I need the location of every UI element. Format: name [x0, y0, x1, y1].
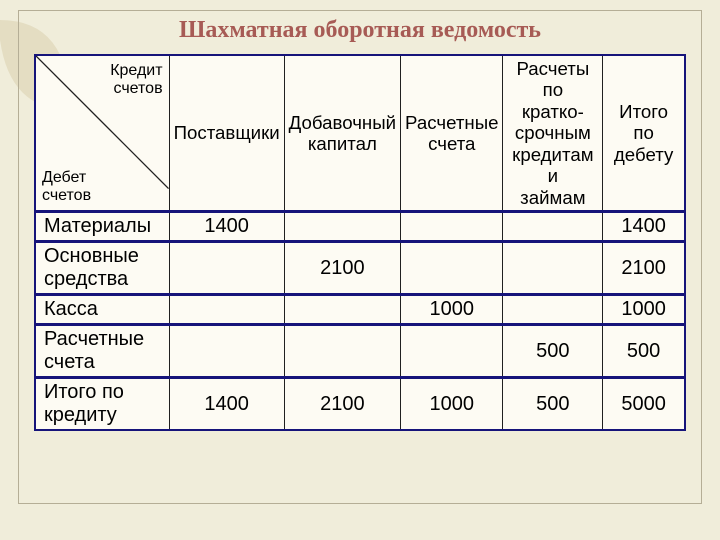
table-row: Касса 1000 1000	[35, 295, 685, 325]
cell	[284, 325, 400, 378]
header-col-4: Итогопо дебету	[603, 55, 685, 212]
header-credit-label: Кредитсчетов	[110, 62, 162, 97]
cell: 1000	[603, 295, 685, 325]
cell: 1400	[603, 212, 685, 242]
table-row: Итого по кредиту1400210010005005000	[35, 378, 685, 431]
cell: 2100	[284, 378, 400, 431]
page: Шахматная оборотная ведомость Кредитсчет…	[0, 0, 720, 540]
cell	[284, 212, 400, 242]
table-row: Расчетныесчета 500500	[35, 325, 685, 378]
cell: 2100	[603, 242, 685, 295]
cell: 1000	[401, 378, 503, 431]
cell: 500	[603, 325, 685, 378]
cell	[503, 212, 603, 242]
cell	[169, 325, 284, 378]
chess-turnover-table: Кредитсчетов Дебетсчетов ПоставщикиДобав…	[34, 54, 686, 431]
header-row: Кредитсчетов Дебетсчетов ПоставщикиДобав…	[35, 55, 685, 212]
header-col-2: Расчетныесчета	[401, 55, 503, 212]
cell	[401, 212, 503, 242]
cell: 1400	[169, 378, 284, 431]
cell	[503, 295, 603, 325]
header-diagonal-cell: Кредитсчетов Дебетсчетов	[35, 55, 169, 212]
table-row: Материалы14001400	[35, 212, 685, 242]
table-title: Шахматная оборотная ведомость	[19, 11, 701, 54]
cell: 1000	[401, 295, 503, 325]
sheet-container: Шахматная оборотная ведомость Кредитсчет…	[18, 10, 702, 504]
cell: 500	[503, 378, 603, 431]
row-label: Итого по кредиту	[35, 378, 169, 431]
table-body: Материалы14001400Основныесредства2100210…	[35, 212, 685, 431]
cell	[401, 242, 503, 295]
cell	[169, 242, 284, 295]
cell: 2100	[284, 242, 400, 295]
cell: 500	[503, 325, 603, 378]
cell	[169, 295, 284, 325]
header-col-3: Расчеты пократко-срочнымкредитам изаймам	[503, 55, 603, 212]
cell: 5000	[603, 378, 685, 431]
header-col-1: Добавочныйкапитал	[284, 55, 400, 212]
row-label: Основныесредства	[35, 242, 169, 295]
row-label: Расчетныесчета	[35, 325, 169, 378]
header-col-0: Поставщики	[169, 55, 284, 212]
row-label: Касса	[35, 295, 169, 325]
cell	[284, 295, 400, 325]
header-debit-label: Дебетсчетов	[42, 169, 91, 204]
row-label: Материалы	[35, 212, 169, 242]
table-row: Основныесредства 2100 2100	[35, 242, 685, 295]
cell: 1400	[169, 212, 284, 242]
cell	[401, 325, 503, 378]
cell	[503, 242, 603, 295]
